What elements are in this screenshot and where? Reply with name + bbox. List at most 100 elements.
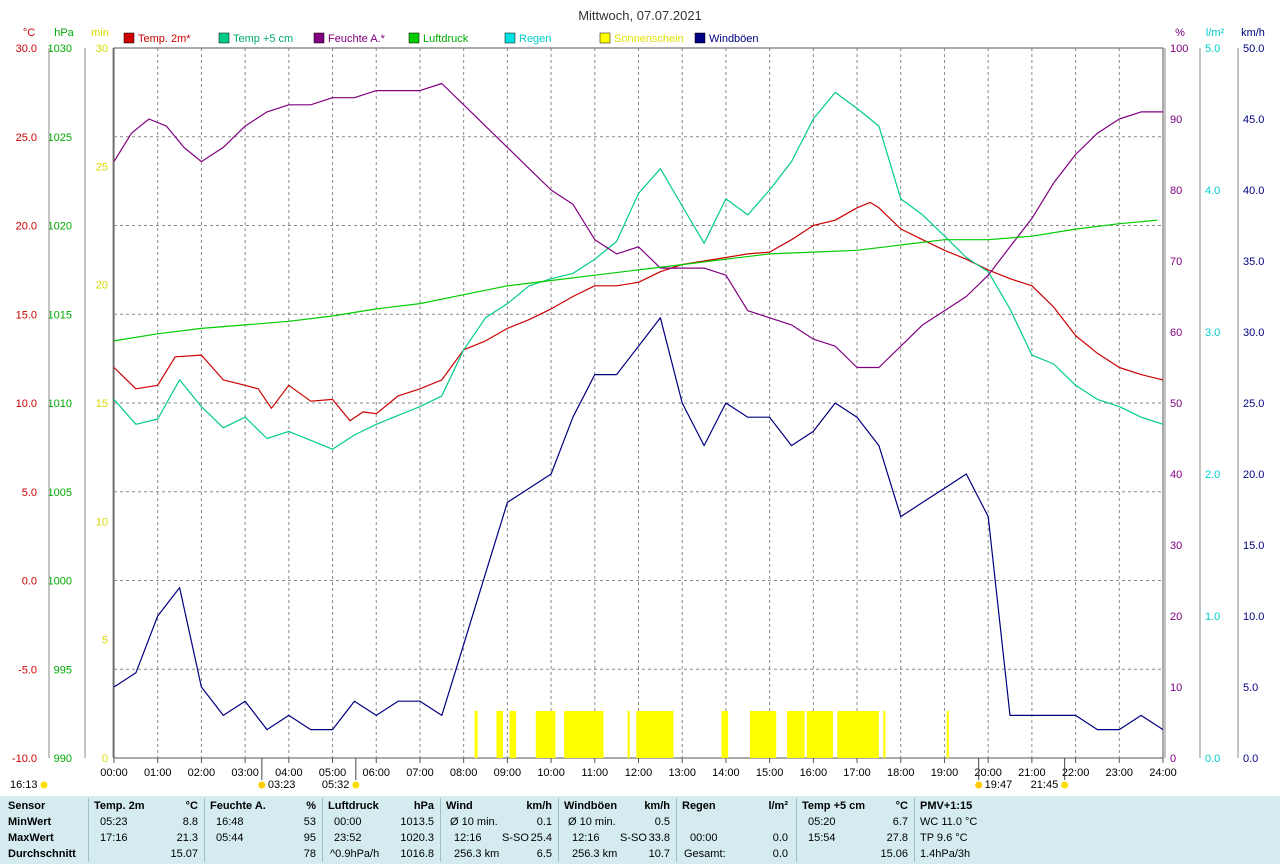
- y-tick-label-temp: -5.0: [18, 664, 37, 676]
- pressure-unit: hPa: [413, 800, 434, 812]
- y-axis-unit-sunshine: min: [91, 27, 109, 39]
- humidity-min: 53: [303, 816, 316, 828]
- temp2m-max-time: 17:16: [100, 832, 128, 844]
- row-label-min: MinWert: [8, 816, 52, 828]
- x-tick-label: 04:00: [275, 767, 303, 779]
- sunshine-bar: [535, 711, 556, 758]
- humidity-avg: 78: [303, 848, 316, 860]
- y-tick-label-temp: 5.0: [22, 487, 37, 499]
- x-tick-label: 03:00: [231, 767, 259, 779]
- humidity-min-time: 16:48: [216, 816, 244, 828]
- sun-mark-icon: [352, 781, 360, 789]
- sunset-label: 19:47: [985, 779, 1013, 791]
- y-tick-label-rain: 5.0: [1205, 43, 1220, 55]
- pressure-max-time: 23:52: [334, 832, 362, 844]
- y-tick-label-rain: 2.0: [1205, 469, 1220, 481]
- temp2m-avg: 15.07: [170, 848, 198, 860]
- x-tick-label: 00:00: [100, 767, 128, 779]
- legend-swatch: [694, 32, 706, 44]
- axes: 00:00 01:00 02:00 03:00 04:00 05:00 06:00 07:00…: [12, 27, 1265, 779]
- wind-max: 25.4: [530, 832, 552, 844]
- x-tick-label: 16:00: [800, 767, 828, 779]
- x-tick-label: 08:00: [450, 767, 478, 779]
- y-tick-label-pressure: 995: [54, 664, 72, 676]
- y-axis-unit-pressure: hPa: [54, 27, 74, 39]
- wind-unit: km/h: [526, 800, 552, 812]
- summary-pressure: Luftdruck hPa 00:00 1013.5 23:52 1020.3 …: [322, 796, 440, 864]
- legend-swatch: [599, 32, 611, 44]
- gusts-max-time: 12:16: [572, 832, 600, 844]
- moon-mark-icon: [1061, 781, 1069, 789]
- y-tick-label-wind: 35.0: [1243, 256, 1264, 268]
- x-tick-label: 06:00: [362, 767, 390, 779]
- x-tick-label: 15:00: [756, 767, 784, 779]
- pressure-trend: ^0.9hPa/h: [330, 848, 380, 860]
- x-tick-label: 09:00: [494, 767, 522, 779]
- row-label-avg: Durchschnitt: [8, 848, 76, 860]
- y-tick-label-pressure: 1005: [48, 487, 72, 499]
- legend-label: Windböen: [709, 33, 759, 45]
- y-tick-label-rain: 3.0: [1205, 327, 1220, 339]
- gusts-title: Windböen: [564, 800, 618, 812]
- grid: [113, 47, 1164, 759]
- y-tick-label-pressure: 1020: [48, 221, 72, 233]
- temp2m-min-time: 05:23: [100, 816, 128, 828]
- x-tick-label: 14:00: [712, 767, 740, 779]
- y-tick-label-wind: 45.0: [1243, 114, 1264, 126]
- weather-chart: Mittwoch, 07.07.2021 00:00 01:00 02:00 03:0…: [10, 8, 1265, 791]
- temp5cm-min: 6.7: [892, 816, 908, 828]
- legend-label: Sonnenschein: [614, 33, 684, 45]
- gusts-avg-label: Ø 10 min.: [568, 816, 616, 828]
- y-tick-label-temp: 30.0: [16, 43, 37, 55]
- x-tick-label: 01:00: [144, 767, 172, 779]
- legend-swatch: [123, 32, 135, 44]
- temp2m-unit: °C: [185, 800, 198, 812]
- y-tick-label-wind: 20.0: [1243, 469, 1264, 481]
- temp5cm-avg: 15.06: [880, 848, 908, 860]
- sunshine-bar: [721, 711, 729, 758]
- legend-swatch: [313, 32, 325, 44]
- y-tick-label-pressure: 1010: [48, 398, 72, 410]
- wind-mean: 6.5: [536, 848, 552, 860]
- gusts-mean: 10.7: [648, 848, 670, 860]
- summary-wind: Wind km/h Ø 10 min. 0.1 12:16 S-SO 25.4 …: [440, 796, 558, 864]
- sunshine-bar: [509, 711, 517, 758]
- y-tick-label-sunshine: 25: [96, 161, 108, 173]
- pmv-dewpoint: TP 9.6 °C: [920, 832, 968, 844]
- sunset-icon: [975, 781, 983, 789]
- pmv-pressure-trend: 1.4hPa/3h: [920, 848, 971, 860]
- y-tick-label-humidity: 100: [1170, 43, 1188, 55]
- y-tick-label-humidity: 70: [1170, 256, 1182, 268]
- temp5cm-min-time: 05:20: [808, 816, 836, 828]
- series: [113, 82, 1164, 758]
- summary-temp2m: Temp. 2m °C 05:23 8.8 17:16 21.3 15.07: [88, 796, 204, 864]
- pmv-windchill: WC 11.0 °C: [920, 816, 978, 828]
- y-tick-label-sunshine: 20: [96, 280, 108, 292]
- y-tick-label-rain: 0.0: [1205, 753, 1220, 765]
- x-tick-label: 20:00: [974, 767, 1002, 779]
- series-line-temp: [113, 91, 1164, 450]
- y-tick-label-wind: 10.0: [1243, 611, 1264, 623]
- event-markers: 16:13 03:23 05:32 19:47 21:45: [10, 758, 1069, 791]
- y-tick-label-temp: 0.0: [22, 576, 37, 588]
- y-tick-label-rain: 1.0: [1205, 611, 1220, 623]
- summary-humidity: Feuchte A. % 16:48 53 05:44 95 78: [204, 796, 322, 864]
- y-tick-label-wind: 40.0: [1243, 185, 1264, 197]
- y-tick-label-pressure: 1025: [48, 132, 72, 144]
- y-tick-label-wind: 15.0: [1243, 540, 1264, 552]
- sunshine-bar: [806, 711, 834, 758]
- y-tick-label-sunshine: 15: [96, 398, 108, 410]
- x-tick-label: 23:00: [1106, 767, 1134, 779]
- sunshine-bar: [627, 711, 630, 758]
- series-line-wind: [113, 317, 1164, 731]
- y-tick-label-humidity: 40: [1170, 469, 1182, 481]
- y-tick-label-temp: -10.0: [12, 753, 37, 765]
- rain-time: 00:00: [690, 832, 718, 844]
- temp2m-min: 8.8: [182, 816, 198, 828]
- sunshine-bar: [496, 711, 504, 758]
- series-line-pressure: [113, 219, 1158, 342]
- summary-gusts: Windböen km/h Ø 10 min. 0.5 12:16 S-SO 3…: [558, 796, 676, 864]
- sunshine-bar: [636, 711, 674, 758]
- rain-max: 0.0: [772, 832, 788, 844]
- y-tick-label-humidity: 0: [1170, 753, 1176, 765]
